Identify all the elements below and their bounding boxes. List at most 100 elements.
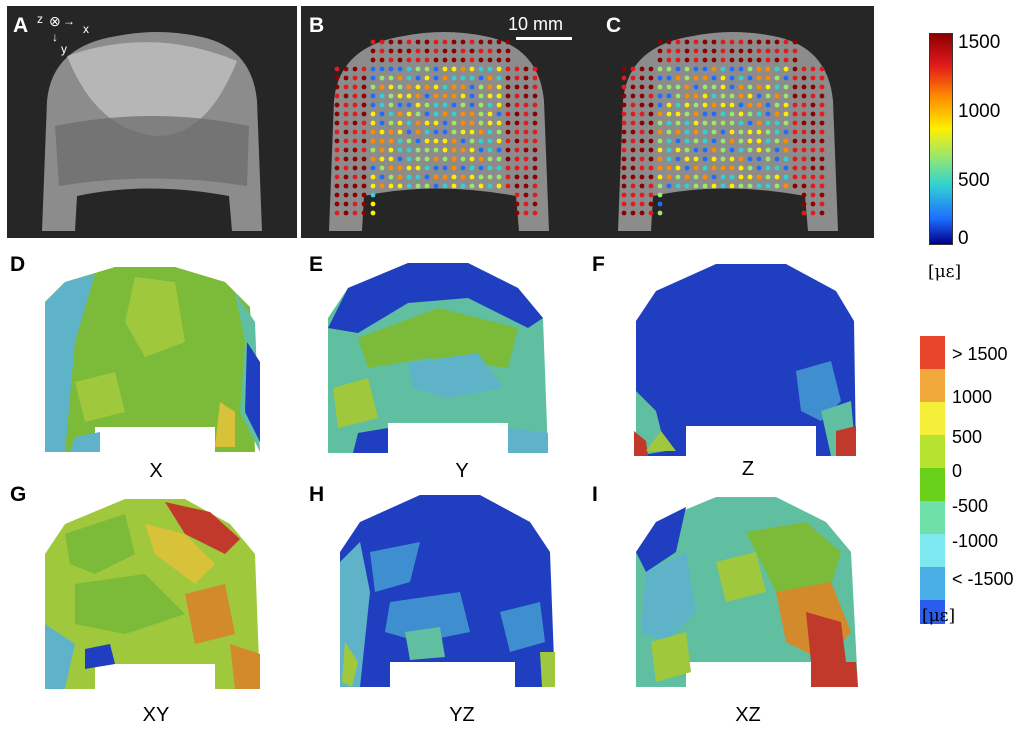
strain-dot [774, 147, 780, 153]
strain-dot [639, 156, 645, 162]
strain-dot [756, 129, 762, 135]
strain-dot [388, 75, 394, 81]
strain-dot [532, 174, 538, 180]
panel-label-g: G [10, 483, 27, 506]
strain-dot [765, 156, 771, 162]
strain-dot [532, 183, 538, 189]
strain-dot [478, 48, 484, 54]
strain-dot [352, 75, 358, 81]
panel-label-f: F [592, 253, 605, 276]
strain-dot [415, 102, 421, 108]
strain-dot [514, 102, 520, 108]
strain-dot [630, 102, 636, 108]
strain-dot [487, 93, 493, 99]
continuous-colorbar [929, 33, 953, 245]
strain-dot [675, 75, 681, 81]
photo-panel-a: A z ⊗ x → y ↓ [7, 6, 297, 238]
strain-dot [765, 93, 771, 99]
strain-dot [729, 147, 735, 153]
strain-dot [729, 183, 735, 189]
strain-dot [702, 156, 708, 162]
strain-dot [819, 183, 825, 189]
strain-dot [478, 66, 484, 72]
strain-dot [810, 165, 816, 171]
strain-dot [792, 183, 798, 189]
strain-dot [352, 138, 358, 144]
strain-dot [532, 138, 538, 144]
strain-dot [496, 120, 502, 126]
strain-dot [783, 147, 789, 153]
legend-swatch-5 [920, 501, 945, 534]
strain-dot [361, 75, 367, 81]
strain-dot [415, 84, 421, 90]
strain-dot [487, 57, 493, 63]
strain-dot [639, 120, 645, 126]
strain-dot [801, 120, 807, 126]
strain-dot [433, 174, 439, 180]
strain-map-d [45, 267, 260, 452]
strain-dot [702, 39, 708, 45]
strain-dot [532, 147, 538, 153]
strain-dot [451, 174, 457, 180]
strain-dot [442, 102, 448, 108]
strain-dot [819, 102, 825, 108]
strain-dot [666, 39, 672, 45]
strain-dot [756, 84, 762, 90]
strain-dot [460, 156, 466, 162]
strain-dot [505, 156, 511, 162]
strain-dot [451, 66, 457, 72]
strain-dot [514, 192, 520, 198]
strain-dot [738, 120, 744, 126]
strain-dot [424, 39, 430, 45]
strain-dot [514, 201, 520, 207]
strain-dot [424, 138, 430, 144]
strain-dot [792, 129, 798, 135]
strain-dot [514, 156, 520, 162]
strain-dot [451, 156, 457, 162]
legend-label-6: < -1500 [952, 569, 1014, 589]
photo-panel-c: C [588, 6, 874, 238]
strain-dot [621, 129, 627, 135]
strain-dot [352, 102, 358, 108]
strain-dot [487, 138, 493, 144]
strain-dot [433, 111, 439, 117]
strain-dot [514, 66, 520, 72]
strain-dot [415, 66, 421, 72]
strain-dot [514, 183, 520, 189]
strain-dot [666, 147, 672, 153]
strain-dot [442, 84, 448, 90]
strain-dot [819, 66, 825, 72]
strain-dot [406, 129, 412, 135]
strain-dot [720, 39, 726, 45]
strain-dot [343, 138, 349, 144]
strain-dot [496, 57, 502, 63]
strain-dot [352, 120, 358, 126]
strain-dot [657, 120, 663, 126]
strain-dot [747, 174, 753, 180]
photo-panel-b: B 10 mm [301, 6, 588, 238]
strain-dot [756, 120, 762, 126]
strain-dot [729, 48, 735, 54]
strain-dot [711, 102, 717, 108]
strain-dot [783, 93, 789, 99]
strain-dot [496, 93, 502, 99]
strain-dot [379, 66, 385, 72]
strain-dot [693, 66, 699, 72]
strain-dot [505, 39, 511, 45]
strain-dot [675, 84, 681, 90]
strain-dot [684, 111, 690, 117]
strain-dot [487, 129, 493, 135]
strain-dot [711, 48, 717, 54]
strain-dot [810, 84, 816, 90]
strain-dot [747, 93, 753, 99]
strain-dot [397, 66, 403, 72]
strain-dot [361, 138, 367, 144]
strain-dot [505, 66, 511, 72]
strain-dot [505, 147, 511, 153]
strain-dot [334, 147, 340, 153]
strain-dot [523, 84, 529, 90]
strain-dot [451, 57, 457, 63]
strain-dot [621, 102, 627, 108]
strain-dot [406, 57, 412, 63]
strain-dot [675, 138, 681, 144]
